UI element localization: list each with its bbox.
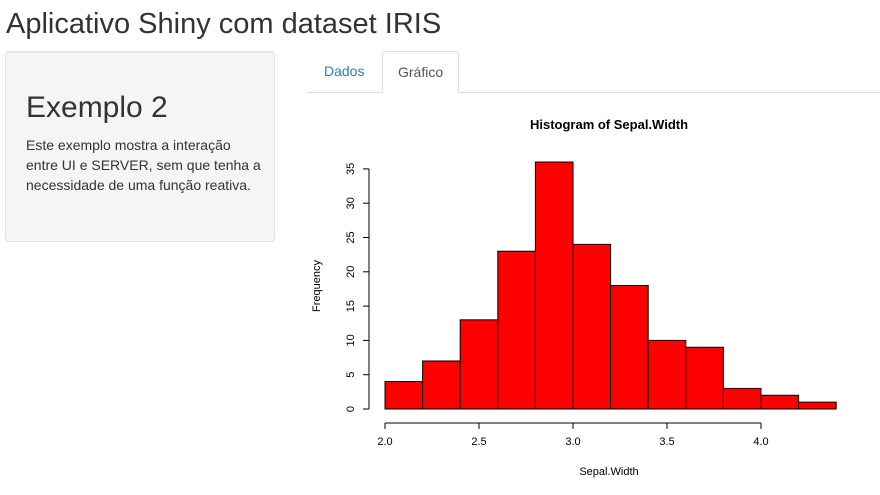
histogram-bar <box>798 401 837 410</box>
histogram-bar <box>647 339 687 410</box>
histogram-bar <box>459 319 499 410</box>
histogram-bar <box>534 161 574 410</box>
x-tick-label: 2.0 <box>377 436 392 448</box>
x-tick-label: 3.0 <box>565 436 580 448</box>
histogram-bar <box>685 346 724 410</box>
x-tick-label: 4.0 <box>753 436 768 448</box>
tab-dados[interactable]: Dados <box>324 63 365 79</box>
histogram-bar <box>422 360 461 410</box>
x-tick-label: 2.5 <box>471 436 486 448</box>
tab-bar: Dados Gráfico <box>307 51 880 93</box>
histogram-bar <box>572 243 612 410</box>
app-title: Aplicativo Shiny com dataset IRIS <box>6 8 442 40</box>
histogram-bar <box>760 394 800 410</box>
histogram-bar <box>497 250 536 410</box>
tab-grafico[interactable]: Gráfico <box>382 51 460 93</box>
sidebar-panel: Exemplo 2 Este exemplo mostra a interaçã… <box>5 51 275 242</box>
y-tick-label: 10 <box>345 334 357 346</box>
y-tick-label: 30 <box>345 197 357 209</box>
chart-title: Histogram of Sepal.Width <box>530 117 688 132</box>
x-axis-label: Sepal.Width <box>579 466 638 478</box>
y-tick-label: 15 <box>345 300 357 312</box>
y-axis-label: Frequency <box>311 260 323 312</box>
histogram-bar <box>722 387 762 410</box>
bars-group <box>384 161 837 410</box>
sidebar-description: Este exemplo mostra a interação entre UI… <box>26 137 261 193</box>
sidebar-heading: Exemplo 2 <box>26 91 168 124</box>
histogram-bar <box>610 285 649 410</box>
y-tick-label: 20 <box>345 266 357 278</box>
y-axis: 0 5 10 15 20 25 30 35 <box>345 163 370 412</box>
histogram-bar <box>384 381 424 410</box>
y-tick-label: 25 <box>345 231 357 243</box>
y-tick-label: 5 <box>345 372 357 378</box>
x-tick-label: 3.5 <box>659 436 674 448</box>
x-axis: 2.0 2.5 3.0 3.5 4.0 <box>377 422 769 448</box>
y-tick-label: 0 <box>345 406 357 412</box>
histogram-plot: Histogram of Sepal.Width 2.0 2.5 3.0 3.5 4.0… <box>311 117 837 478</box>
y-tick-label: 35 <box>345 163 357 175</box>
